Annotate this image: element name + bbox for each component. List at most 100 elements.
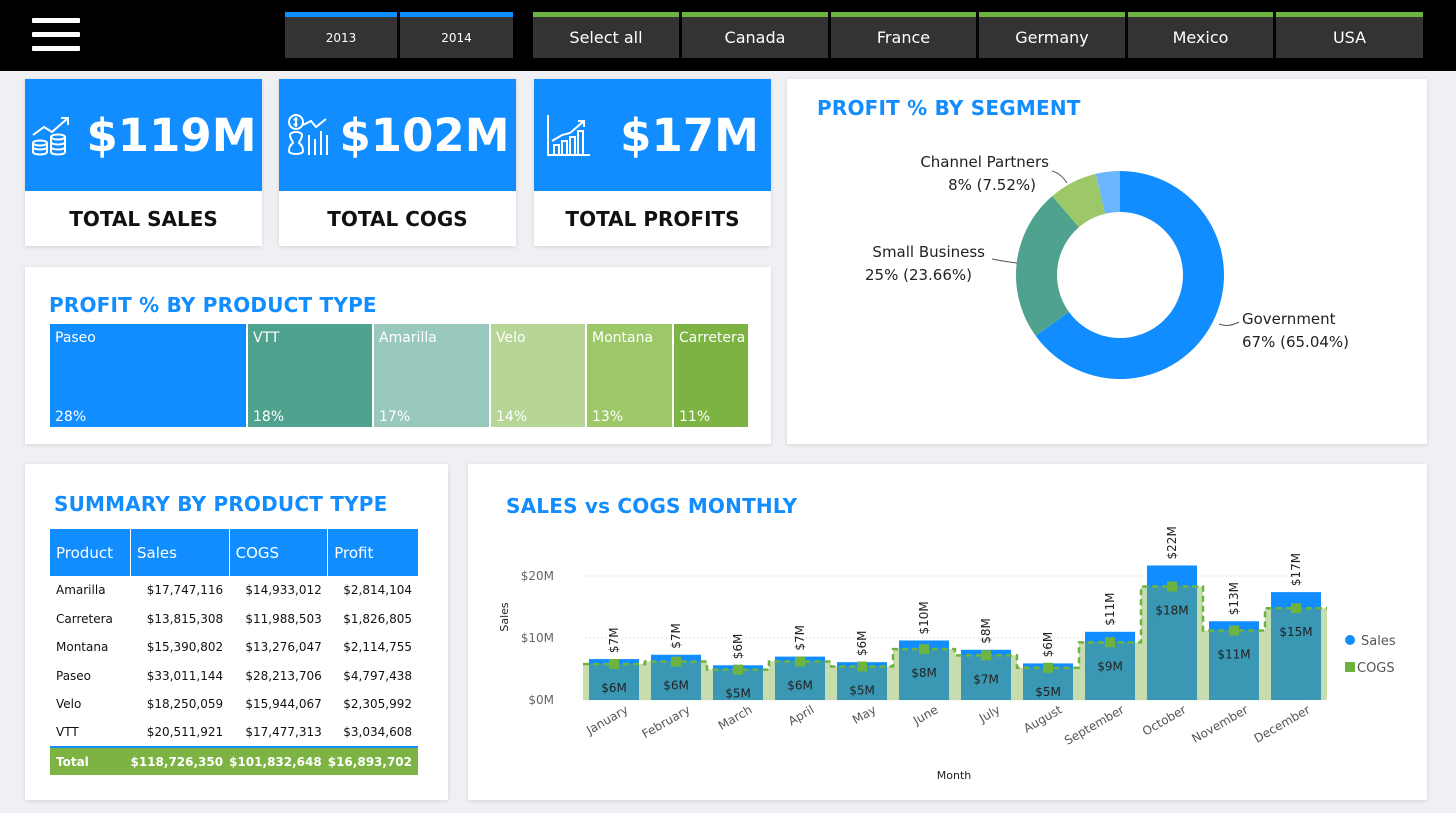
sales-data-label: $22M: [1165, 526, 1179, 559]
x-tick-label: October: [1140, 702, 1189, 738]
sales-vs-cogs-card: SALES vs COGS MONTHLY $0M $10M $20M Sales Mo…: [468, 464, 1427, 800]
table-cell: $33,011,144: [146, 668, 224, 683]
treemap-tile-label: Carretera: [679, 330, 746, 346]
x-tick-label: January: [583, 702, 630, 737]
column-header-profit[interactable]: Profit: [327, 529, 418, 576]
table-cell: $2,814,104: [343, 583, 412, 598]
sales-data-label: $13M: [1227, 582, 1241, 615]
donut-leader-line: [1051, 170, 1068, 184]
legend-cogs-marker: [1345, 662, 1355, 672]
country-slicer-germany[interactable]: Germany: [979, 12, 1125, 58]
country-slicer-mexico[interactable]: Mexico: [1128, 12, 1273, 58]
table-cell: VTT: [56, 725, 79, 740]
cogs-overlap: [713, 669, 763, 700]
table-cell: $18,250,059: [146, 697, 224, 712]
country-slicer-france[interactable]: France: [831, 12, 976, 58]
treemap-tile-value: 11%: [679, 409, 711, 425]
country-slicer-canada[interactable]: Canada: [682, 12, 828, 58]
treemap-tile-velo[interactable]: Velo 14%: [491, 324, 585, 427]
cogs-data-label: $5M: [849, 684, 875, 698]
table-cell: $14,933,012: [245, 583, 322, 598]
donut-label-name: Government: [1242, 310, 1336, 328]
cogs-data-label: $18M: [1155, 604, 1188, 618]
country-slicer-select-all[interactable]: Select all: [533, 12, 679, 58]
donut-label-value: 67% (65.04%): [1242, 333, 1349, 351]
treemap-tile-value: 18%: [253, 409, 285, 425]
table-cell: $4,797,438: [343, 668, 412, 683]
treemap-tile-paseo[interactable]: Paseo 28%: [50, 324, 246, 427]
cogs-marker[interactable]: [609, 659, 619, 670]
kpi-card-total-cogs: $102M TOTAL COGS: [279, 79, 516, 246]
profit-bar-chart-icon: [547, 115, 591, 156]
table-row: Paseo $33,011,144 $28,213,706 $4,797,438: [50, 662, 418, 691]
cogs-data-label: $6M: [787, 679, 813, 693]
column-header-cogs[interactable]: COGS: [229, 529, 329, 576]
table-cell: Montana: [56, 640, 109, 655]
cogs-overlap: [1085, 642, 1135, 700]
cogs-data-label: $5M: [725, 687, 751, 701]
country-slicer-usa[interactable]: USA: [1276, 12, 1423, 58]
cogs-marker[interactable]: [1105, 637, 1115, 648]
table-cell: $11,988,503: [245, 611, 322, 626]
table-cell: $28,213,706: [245, 668, 322, 683]
summary-title: SUMMARY BY PRODUCT TYPE: [54, 492, 388, 516]
cogs-marker[interactable]: [857, 661, 867, 672]
cogs-marker[interactable]: [1229, 625, 1239, 636]
donut-leader-line: [1218, 321, 1240, 326]
x-tick-label: September: [1062, 702, 1126, 747]
x-tick-label: April: [786, 702, 817, 728]
treemap-tile-montana[interactable]: Montana 13%: [587, 324, 672, 427]
treemap-tile-carretera[interactable]: Carretera 11%: [674, 324, 748, 427]
column-header-sales[interactable]: Sales: [130, 529, 230, 576]
table-cell: $2,114,755: [343, 640, 412, 655]
cogs-marker[interactable]: [795, 656, 805, 667]
table-cell: $1,826,805: [343, 611, 412, 626]
cogs-overlap: [651, 661, 701, 700]
cogs-data-label: $9M: [1097, 659, 1123, 673]
treemap-tile-label: Velo: [496, 330, 526, 346]
table-cell: $17,747,116: [146, 583, 224, 598]
menu-icon[interactable]: [32, 18, 80, 52]
donut-slice-small-business[interactable]: [1016, 196, 1079, 336]
table-row: Montana $15,390,802 $13,276,047 $2,114,755: [50, 633, 418, 662]
sales-coins-chart-icon: [32, 117, 70, 156]
cogs-marker[interactable]: [1043, 662, 1053, 673]
legend-cogs-label[interactable]: COGS: [1357, 661, 1395, 676]
cogs-marker[interactable]: [1291, 603, 1301, 614]
kpi-value: $102M: [339, 108, 510, 162]
donut-label-name: Channel Partners: [920, 153, 1049, 171]
year-slicer-2014[interactable]: 2014: [400, 12, 513, 58]
treemap-tile-label: Paseo: [55, 330, 96, 346]
column-header-product[interactable]: Product: [50, 529, 131, 576]
sales-data-label: $6M: [731, 634, 745, 660]
chart-title: SALES vs COGS MONTHLY: [506, 494, 798, 518]
cogs-marker[interactable]: [981, 650, 991, 661]
cogs-data-label: $7M: [973, 672, 999, 686]
x-tick-label: May: [850, 702, 878, 727]
cogs-overlap: [1209, 630, 1259, 700]
treemap-title: PROFIT % BY PRODUCT TYPE: [49, 293, 377, 317]
cogs-marker[interactable]: [671, 656, 681, 667]
donut-slice-other[interactable]: [1095, 171, 1120, 214]
cogs-data-label: $6M: [601, 681, 627, 695]
y-axis-label: Sales: [498, 602, 511, 632]
donut-leader-line: [991, 258, 1018, 264]
cogs-marker[interactable]: [1167, 581, 1177, 592]
sales-data-label: $11M: [1103, 593, 1117, 626]
kpi-header: $102M: [279, 79, 516, 191]
cogs-overlap: [961, 655, 1011, 700]
cogs-marker[interactable]: [919, 644, 929, 655]
donut-slice-government[interactable]: [1035, 171, 1224, 379]
cogs-marker[interactable]: [733, 664, 743, 675]
profit-by-product-card: PROFIT % BY PRODUCT TYPE Paseo 28% VTT 18% A…: [25, 267, 771, 444]
table-cell: $15,390,802: [146, 640, 224, 655]
treemap-tile-vtt[interactable]: VTT 18%: [248, 324, 372, 427]
table-cell: Amarilla: [56, 583, 106, 598]
donut-slice-channel-partners[interactable]: [1052, 173, 1106, 228]
treemap-tile-amarilla[interactable]: Amarilla 17%: [374, 324, 489, 427]
table-cell: $17,477,313: [245, 725, 322, 740]
legend-sales-label[interactable]: Sales: [1361, 634, 1396, 649]
year-slicer-2013[interactable]: 2013: [285, 12, 397, 58]
treemap-tile-value: 28%: [55, 409, 87, 425]
cogs-data-label: $15M: [1279, 625, 1312, 639]
